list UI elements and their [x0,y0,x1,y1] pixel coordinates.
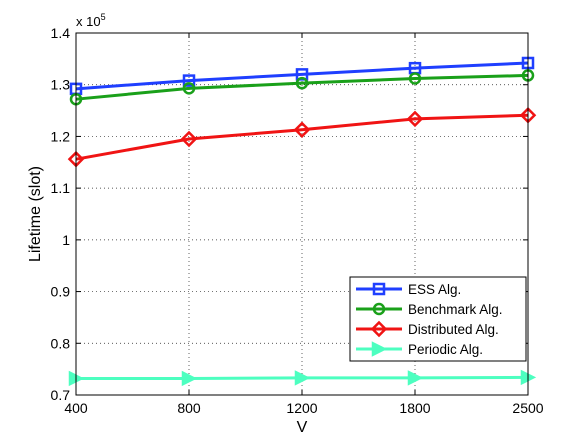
y-axis-label: Lifetime (slot) [27,166,44,262]
y-multiplier-base: x 10 [76,14,101,29]
y-tick-label: 1.1 [51,180,71,196]
data-point-marker [182,74,196,87]
x-tick-label: 400 [64,400,88,416]
legend-swatch-marker [371,341,388,357]
y-ticks: 0.7 0.8 0.9 1 1.1 1.2 1.3 1.4 [51,25,528,403]
y-multiplier: x 105 [76,12,106,29]
series-line [75,113,529,161]
legend-swatch-marker [372,282,386,296]
legend-item: Benchmark Alg. [356,302,503,317]
plot-frame [75,32,529,396]
legend-swatch-marker [372,302,386,316]
data-point-marker [293,121,311,138]
x-axis-label: V [297,419,308,436]
data-point-marker [407,370,424,386]
y-tick-label: 0.9 [51,284,71,300]
x-tick-label: 1200 [286,400,317,416]
y-tick-label: 1.2 [51,128,71,144]
y-tick-label: 1 [62,232,70,248]
data-point-marker [406,110,424,128]
data-point-marker [180,130,198,148]
series-line [75,73,529,101]
data-point-marker [295,76,309,90]
data-point-marker [294,370,311,386]
series-group [67,56,537,387]
series-line [75,61,529,91]
legend-label: Periodic Alg. [408,342,483,357]
x-tick-label: 800 [177,400,201,416]
x-ticks: 400 800 1200 1800 2500 [64,33,544,416]
legend-label: Benchmark Alg. [408,302,503,317]
legend-item: Periodic Alg. [356,341,483,357]
y-multiplier-exponent: 5 [101,12,106,22]
legend-label: Distributed Alg. [408,322,499,337]
data-point-marker [182,82,196,95]
legend-item: Distributed Alg. [356,320,499,338]
legend: ESS Alg. Benchmark Alg. Distributed Alg. Pe… [349,276,527,362]
legend-label: ESS Alg. [408,282,461,297]
legend-item: ESS Alg. [356,282,461,297]
legend-swatch-marker [370,320,388,338]
y-tick-label: 1.3 [51,77,71,93]
x-tick-label: 1800 [399,400,430,416]
y-tick-label: 0.8 [51,335,71,351]
y-tick-label: 1.4 [51,25,71,41]
y-tick-label: 0.7 [51,387,71,403]
data-point-marker [408,72,422,85]
data-point-marker [181,370,198,387]
x-tick-label: 2500 [512,400,543,416]
